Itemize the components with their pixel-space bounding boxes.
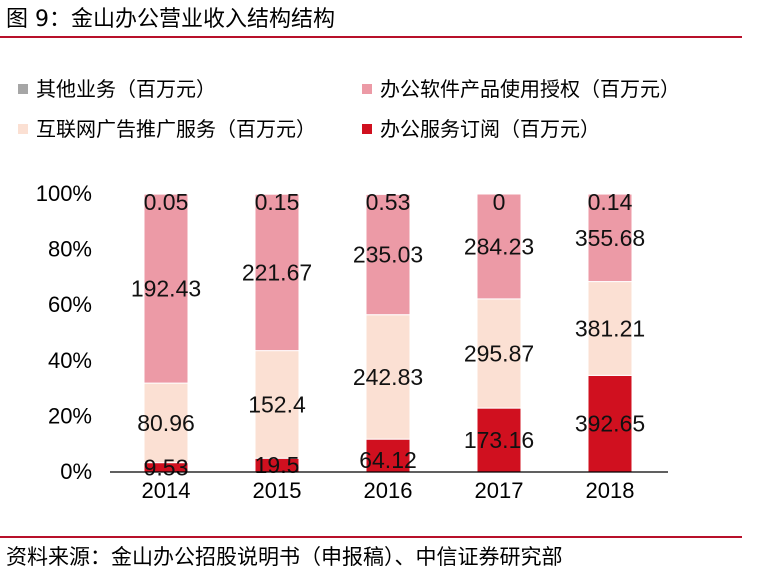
legend-label-ads: 互联网广告推广服务（百万元） [36, 117, 316, 141]
bar-segment-software [587, 193, 633, 283]
y-tick-label: 80% [48, 237, 92, 262]
data-label-subscription: 64.12 [359, 447, 417, 473]
data-label-other: 0.53 [366, 189, 411, 215]
legend-swatch-software [362, 84, 372, 94]
data-labels: 9.53 80.96 192.43 0.05 19.5 152.4 221.67 0.15 64… [131, 189, 645, 480]
data-label-software: 221.67 [242, 259, 312, 285]
x-axis-labels: 2014 2015 2016 2017 2018 [142, 478, 635, 503]
y-axis-ticks: 0% 20% 40% 60% 80% 100% [36, 181, 92, 484]
data-label-software: 235.03 [353, 241, 423, 267]
data-label-ads: 381.21 [575, 315, 645, 341]
legend-item-subscription: 办公服务订阅（百万元） [362, 116, 600, 142]
data-label-ads: 80.96 [137, 410, 195, 436]
legend-label-other: 其他业务（百万元） [36, 77, 216, 101]
x-tick-label: 2018 [586, 478, 635, 503]
data-label-software: 355.68 [575, 225, 645, 251]
bar-segments [143, 193, 633, 473]
legend-swatch-other [18, 84, 28, 94]
data-label-other: 0.14 [588, 189, 633, 215]
legend-item-other: 其他业务（百万元） [18, 76, 216, 102]
data-label-other: 0.15 [255, 189, 300, 215]
bar-segment-ads [143, 382, 189, 464]
x-tick-label: 2015 [253, 478, 302, 503]
title-divider [0, 36, 742, 38]
data-label-subscription: 9.53 [144, 454, 189, 480]
bar-segment-ads [254, 350, 300, 459]
legend-item-ads: 互联网广告推广服务（百万元） [18, 116, 316, 142]
data-label-software: 192.43 [131, 276, 201, 302]
data-label-other: 0 [493, 189, 506, 215]
y-tick-label: 100% [36, 181, 92, 206]
stacked-bar-chart: 0% 20% 40% 60% 80% 100% 9.53 80.96 192.43 0.05 19… [36, 181, 668, 503]
data-label-other: 0.05 [144, 189, 189, 215]
y-tick-label: 20% [48, 403, 92, 428]
source-divider [0, 536, 742, 538]
x-tick-label: 2016 [364, 478, 413, 503]
bar-segment-ads [587, 281, 633, 376]
bar-segment-software [143, 193, 189, 384]
bar-segment-software [254, 193, 300, 352]
y-tick-label: 0% [60, 459, 92, 484]
y-tick-label: 40% [48, 348, 92, 373]
bar-segment-subscription [365, 438, 411, 473]
legend-label-software: 办公软件产品使用授权（百万元） [380, 77, 680, 101]
legend-swatch-ads [18, 124, 28, 134]
bar-segment-ads [476, 298, 522, 409]
data-label-ads: 242.83 [353, 364, 423, 390]
x-tick-label: 2017 [475, 478, 524, 503]
data-label-ads: 152.4 [248, 391, 306, 417]
bar-segment-software [476, 193, 522, 300]
legend-item-software: 办公软件产品使用授权（百万元） [362, 76, 680, 102]
legend-swatch-subscription [362, 124, 372, 134]
x-tick-label: 2014 [142, 478, 191, 503]
figure-title: 图 9：金山办公营业收入结构结构 [6, 7, 335, 32]
data-label-software: 284.23 [464, 233, 534, 259]
data-label-ads: 295.87 [464, 340, 534, 366]
legend-label-subscription: 办公服务订阅（百万元） [380, 117, 600, 141]
y-tick-label: 60% [48, 292, 92, 317]
data-label-subscription: 173.16 [464, 427, 534, 453]
data-label-subscription: 392.65 [575, 411, 645, 437]
data-label-subscription: 19.5 [255, 452, 300, 478]
bar-segment-subscription [587, 374, 633, 473]
bar-segment-subscription [476, 407, 522, 473]
source-note: 资料来源：金山办公招股说明书（申报稿）、中信证券研究部 [6, 545, 563, 569]
